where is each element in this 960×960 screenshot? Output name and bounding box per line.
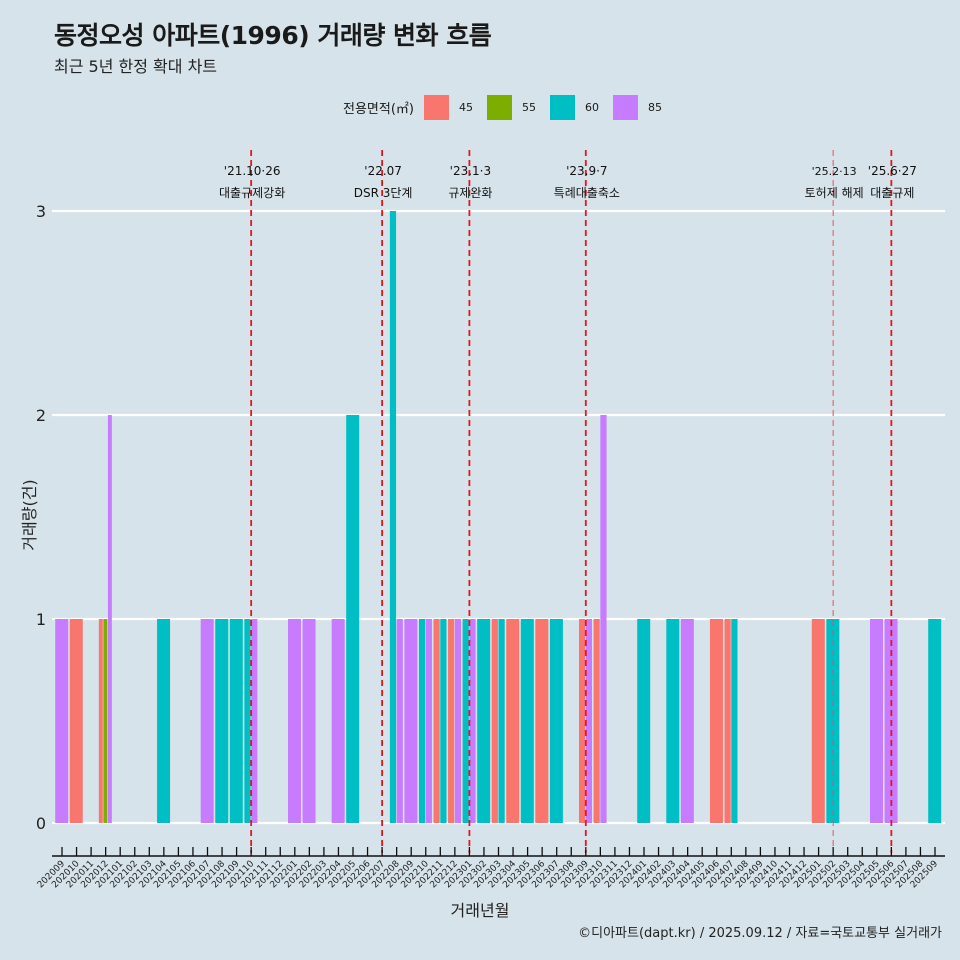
chart-title: 동정오성 아파트(1996) 거래량 변화 흐름 — [54, 21, 492, 50]
bar-202012-45 — [98, 619, 103, 823]
bar-202209-85 — [404, 619, 418, 823]
bar-202104-60 — [157, 619, 171, 823]
bar-202211-45 — [433, 619, 440, 823]
bar-202204-85 — [331, 619, 345, 823]
bar-202310-85 — [600, 415, 607, 823]
bar-202407-60 — [731, 619, 738, 823]
bar-202202-85 — [302, 619, 316, 823]
legend-item-60: 60 — [549, 94, 599, 120]
bar-202301-60 — [462, 619, 469, 823]
y-tick-label: 3 — [36, 202, 46, 221]
event-date: '23.1·3 — [450, 164, 491, 178]
legend: 전용면적(㎡) 45 55 60 85 — [343, 93, 676, 121]
bar-202403-60 — [666, 619, 680, 823]
bar-202211-60 — [440, 619, 447, 823]
bar-202505-85 — [870, 619, 883, 823]
bar-202303-45 — [491, 619, 498, 823]
event-label: 대출규제강화 — [219, 186, 285, 200]
bar-202012-85 — [107, 415, 112, 823]
bar-202401-60 — [637, 619, 651, 823]
bar-202208-85 — [396, 619, 403, 823]
bar-202012-55 — [103, 619, 108, 823]
bar-202305-60 — [520, 619, 534, 823]
bar-202307-60 — [549, 619, 563, 823]
bar-202309-85 — [585, 619, 592, 823]
y-axis-label: 거래량(건) — [20, 479, 39, 551]
bar-202212-45 — [448, 619, 455, 823]
y-tick-label: 2 — [36, 406, 46, 425]
event-label: 특례대출축소 — [554, 186, 620, 200]
legend-label-45: 45 — [458, 100, 473, 114]
bar-202303-60 — [498, 619, 505, 823]
legend-swatch-45 — [423, 94, 449, 120]
bar-202501-45 — [811, 619, 825, 823]
bars — [55, 211, 942, 823]
bar-202309-45 — [579, 619, 586, 823]
legend-item-45: 45 — [423, 94, 473, 120]
legend-title: 전용면적(㎡) — [343, 101, 414, 117]
legend-label-85: 85 — [647, 100, 662, 114]
bar-202212-85 — [454, 619, 462, 823]
bar-202404-85 — [680, 619, 694, 823]
bar-202210-60 — [418, 619, 426, 823]
legend-item-85: 85 — [612, 94, 662, 120]
bar-202208-60 — [389, 211, 397, 823]
bar-202509-60 — [928, 619, 942, 823]
event-label: 대출규제 — [870, 186, 914, 200]
bar-202302-60 — [477, 619, 491, 823]
bar-202009-85 — [55, 619, 69, 823]
legend-item-55: 55 — [486, 94, 536, 120]
bar-202110-85 — [251, 619, 258, 823]
y-axis-ticks: 0 1 2 3 — [36, 202, 46, 833]
bar-202301-85 — [469, 619, 476, 823]
bar-202010-45 — [69, 619, 83, 823]
legend-swatch-60 — [549, 94, 575, 120]
legend-swatch-85 — [612, 94, 638, 120]
bar-202109-60 — [229, 619, 243, 823]
bar-202310-45 — [593, 619, 600, 823]
legend-swatch-55 — [486, 94, 512, 120]
event-label: DSR 3단계 — [354, 186, 413, 200]
bar-202107-85 — [200, 619, 214, 823]
bar-202406-45 — [709, 619, 723, 823]
bar-202108-60 — [215, 619, 229, 823]
event-date: '23.9·7 — [566, 164, 607, 178]
legend-label-55: 55 — [521, 100, 536, 114]
event-date: '21.10·26 — [224, 164, 281, 178]
bar-202407-45 — [724, 619, 731, 823]
event-label: 규제완화 — [448, 186, 492, 200]
x-axis-label: 거래년월 — [450, 901, 510, 920]
source-caption: ©디아파트(dapt.kr) / 2025.09.12 / 자료=국토교통부 실… — [578, 926, 942, 941]
event-lines: '21.10·26 대출규제강화 '22.07 DSR 3단계 '23.1·3 규제완화 '… — [219, 150, 917, 853]
y-tick-label: 1 — [36, 610, 46, 629]
bar-202110-60 — [244, 619, 251, 823]
bar-202306-45 — [535, 619, 549, 823]
chart-subtitle: 최근 5년 한정 확대 차트 — [54, 57, 218, 76]
bar-202205-60 — [346, 415, 360, 823]
x-axis: 2020092020102020112020122021012021022021… — [36, 847, 945, 890]
legend-label-60: 60 — [584, 100, 599, 114]
y-tick-label: 0 — [36, 814, 46, 833]
event-date: '25.2·13 — [812, 165, 857, 178]
event-date: '25.6·27 — [868, 164, 917, 178]
bar-202210-85 — [425, 619, 432, 823]
event-label: 토허제 해제 — [805, 186, 864, 200]
event-date: '22.07 — [364, 164, 402, 178]
bar-202304-45 — [506, 619, 520, 823]
bar-202201-85 — [288, 619, 301, 823]
